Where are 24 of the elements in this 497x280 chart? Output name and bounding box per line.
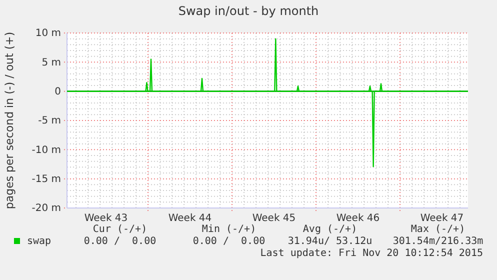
y-tick-label: 10 m (35, 28, 61, 40)
x-tick-label: Week 43 (84, 213, 128, 224)
legend-label: swap (27, 236, 52, 247)
x-tick-label: Week 46 (336, 213, 380, 224)
x-tick-label: Week 45 (252, 213, 296, 224)
y-tick-label: 5 m (42, 57, 61, 68)
y-tick-label: -20 m (32, 203, 61, 214)
y-tick-label: -15 m (32, 174, 61, 186)
y-axis-title: pages per second in (-) / out (+) (3, 32, 16, 210)
y-tick-label: 0 (54, 86, 61, 98)
text: 0.00 / 0.00 (84, 236, 156, 247)
text: Avg (-/+) (302, 224, 358, 235)
text: Max (-/+) (410, 224, 466, 235)
x-tick-label: Week 47 (420, 213, 464, 224)
y-tick-label: -5 m (38, 116, 61, 127)
text: Cur (-/+) (92, 224, 148, 235)
text: Min (-/+) (202, 224, 256, 235)
chart-title: Swap in/out - by month (178, 4, 319, 18)
text: 31.94u/ 53.12u (288, 236, 372, 247)
text: 301.54m/216.33m (392, 236, 484, 247)
y-tick-label: -10 m (32, 144, 61, 156)
x-tick-label: Week 44 (168, 213, 212, 224)
text: 0.00 / 0.00 (192, 236, 266, 247)
text: Last update: Fri Nov 20 10:12:54 2015 (260, 248, 483, 259)
